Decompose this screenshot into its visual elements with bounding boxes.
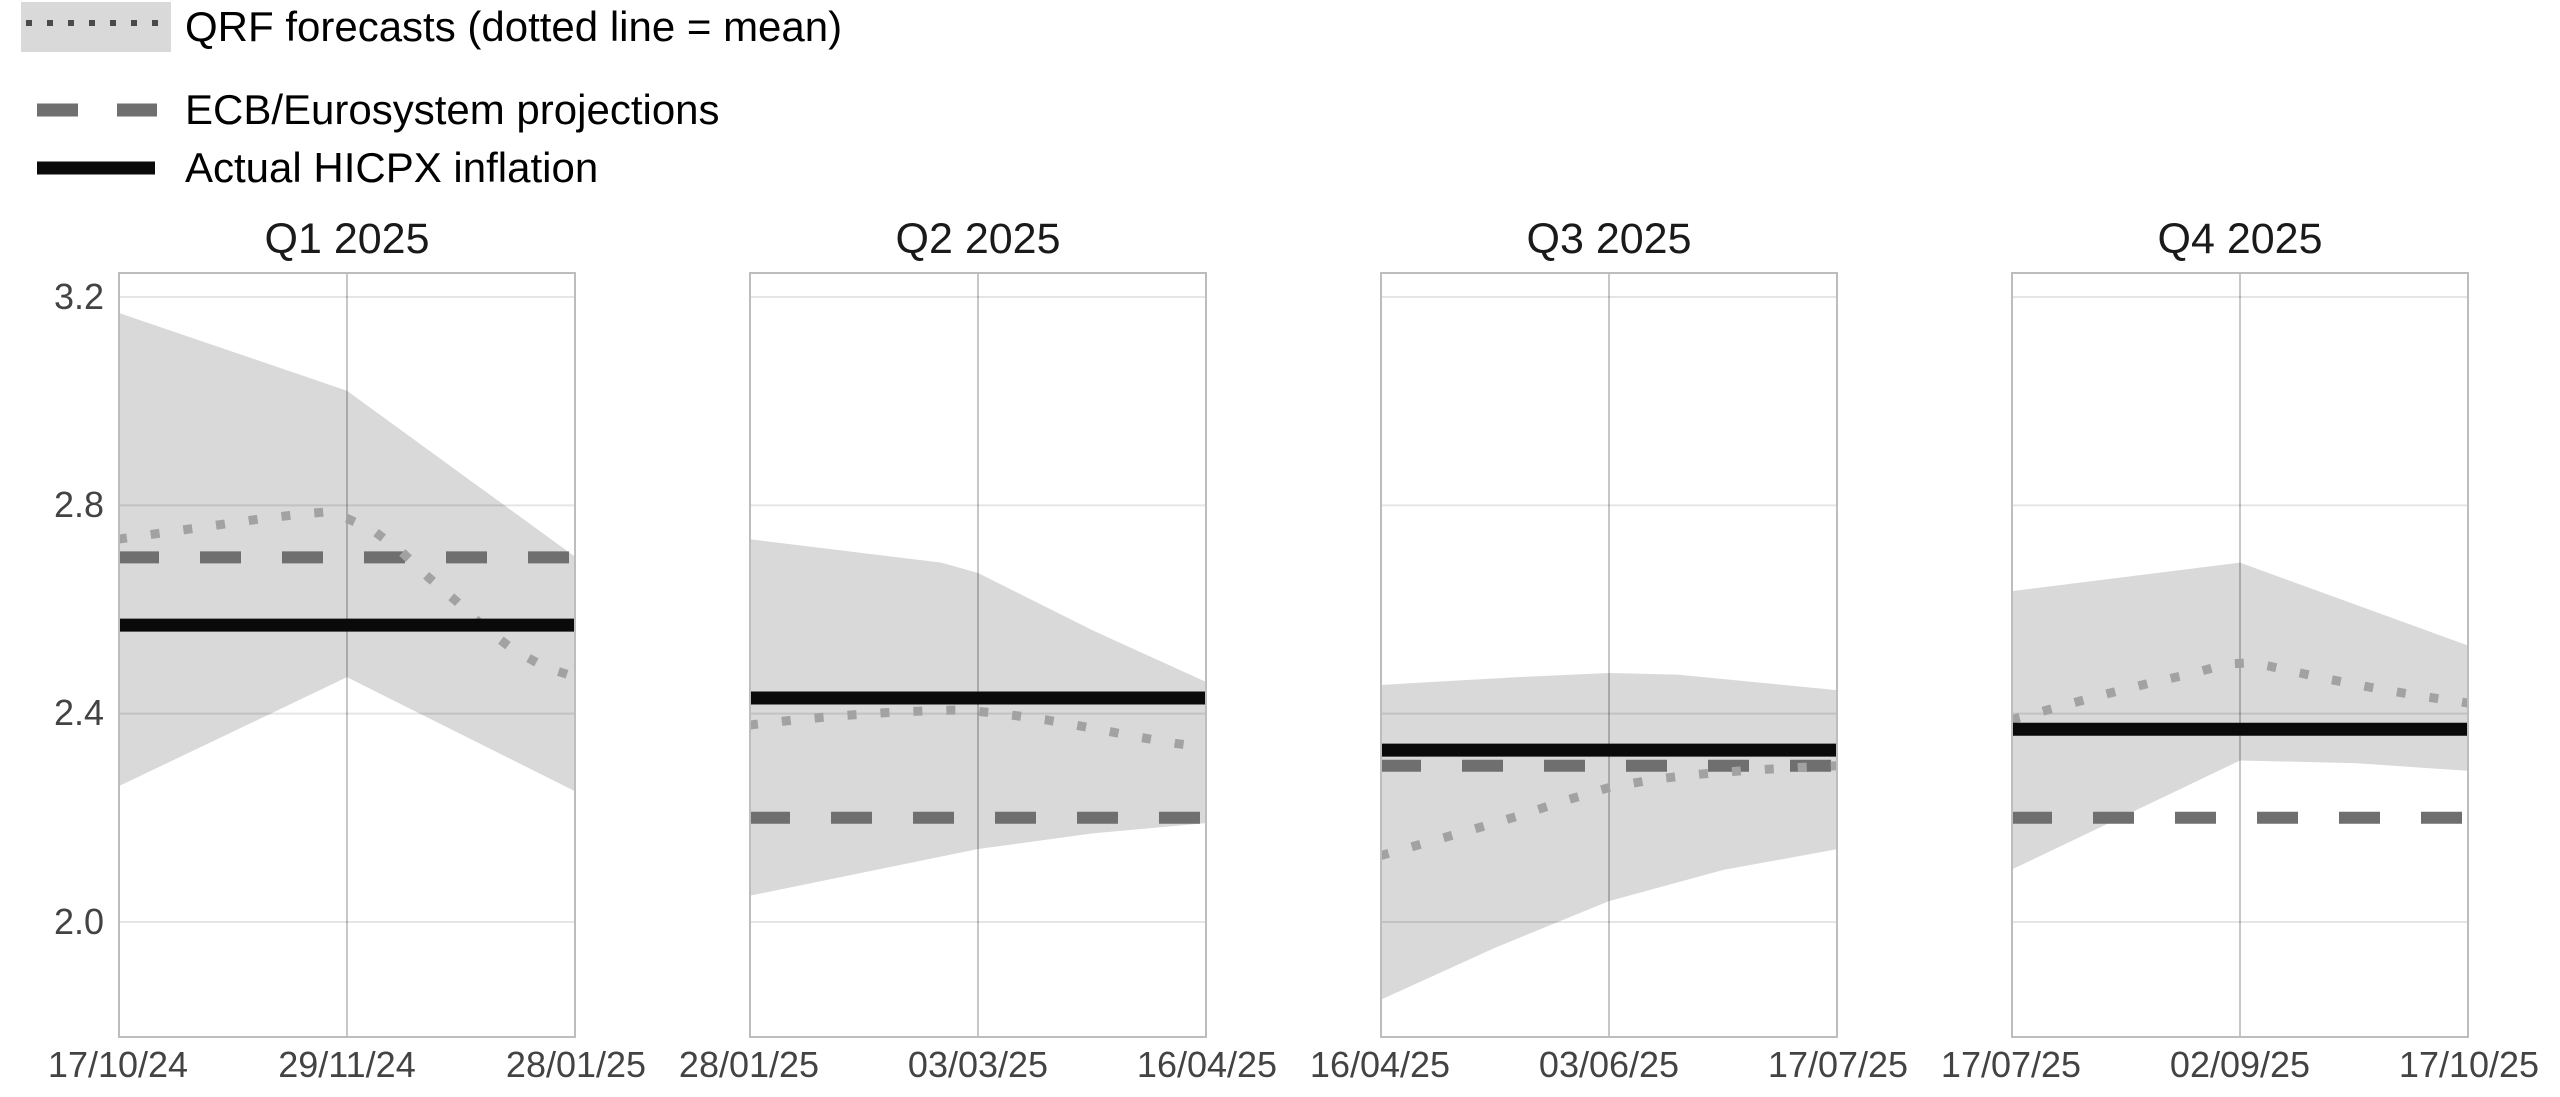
panel-border: [1380, 272, 1838, 1038]
panel-plot-q2: [749, 272, 1207, 1038]
qrf-mean-line: [1380, 761, 1838, 861]
panel-title: Q4 2025: [2157, 215, 2323, 263]
x-tick-label: 02/09/25: [2169, 1044, 2311, 1085]
x-tick-label: 17/10/25: [2398, 1044, 2540, 1085]
qrf-mean-line: [2011, 658, 2469, 725]
x-tick-label: 17/07/25: [1767, 1044, 1909, 1085]
panel-q1-2025: Q1 2025 17/10/24 29/11/24 28/01/25: [48, 0, 646, 1097]
legend-label-ecb: ECB/Eurosystem projections: [185, 86, 720, 133]
y-tick-label: 3.2: [53, 276, 104, 317]
ecb-dashed-line-key-icon: [37, 103, 157, 117]
x-tick-label: 03/06/25: [1538, 1044, 1680, 1085]
x-tick-label: 28/01/25: [678, 1044, 820, 1085]
x-tick-label: 29/11/24: [278, 1044, 416, 1085]
x-tick-label: 17/07/25: [1940, 1044, 2082, 1085]
panel-plot-q4: [2011, 272, 2469, 1038]
legend-label-qrf: QRF forecasts (dotted line = mean): [185, 3, 843, 50]
legend: QRF forecasts (dotted line = mean) ECB/E…: [0, 0, 1000, 200]
panel-border: [2011, 272, 2469, 1038]
panel-border: [118, 272, 576, 1038]
qrf-mean-line: [749, 705, 1207, 752]
qrf-band-key-icon: [21, 2, 171, 52]
panel-q2-2025: Q2 2025 28/01/25 03/03/25 16/04/25: [679, 0, 1277, 1097]
panel-q3-2025: Q3 2025 16/04/25 03/06/25 17/07/25: [1310, 0, 1908, 1097]
y-tick-label: 2.0: [53, 901, 104, 942]
y-tick-label: 2.8: [53, 484, 104, 525]
actual-solid-line-key-icon: [37, 161, 155, 175]
qrf-forecast-band: [118, 312, 576, 792]
panel-title: Q2 2025: [895, 215, 1061, 263]
legend-label-actual: Actual HICPX inflation: [185, 144, 599, 191]
band-swatch: [21, 2, 171, 52]
qrf-forecast-band: [749, 539, 1207, 896]
qrf-forecast-band: [2011, 562, 2469, 870]
y-tick-label: 2.4: [53, 692, 104, 733]
x-tick-label: 16/04/25: [1136, 1044, 1278, 1085]
x-tick-label: 17/10/24: [47, 1044, 189, 1085]
x-tick-label: 03/03/25: [907, 1044, 1049, 1085]
panel-title: Q1 2025: [264, 215, 430, 263]
panel-plot-q3: [1380, 272, 1838, 1038]
panel-q4-2025: Q4 2025 17/07/25 02/09/25 17/10/25: [1941, 0, 2539, 1097]
panel-border: [749, 272, 1207, 1038]
panel-plot-q1: [118, 272, 576, 1038]
panel-title: Q3 2025: [1526, 215, 1692, 263]
x-tick-label: 28/01/25: [505, 1044, 647, 1085]
x-tick-label: 16/04/25: [1309, 1044, 1451, 1085]
